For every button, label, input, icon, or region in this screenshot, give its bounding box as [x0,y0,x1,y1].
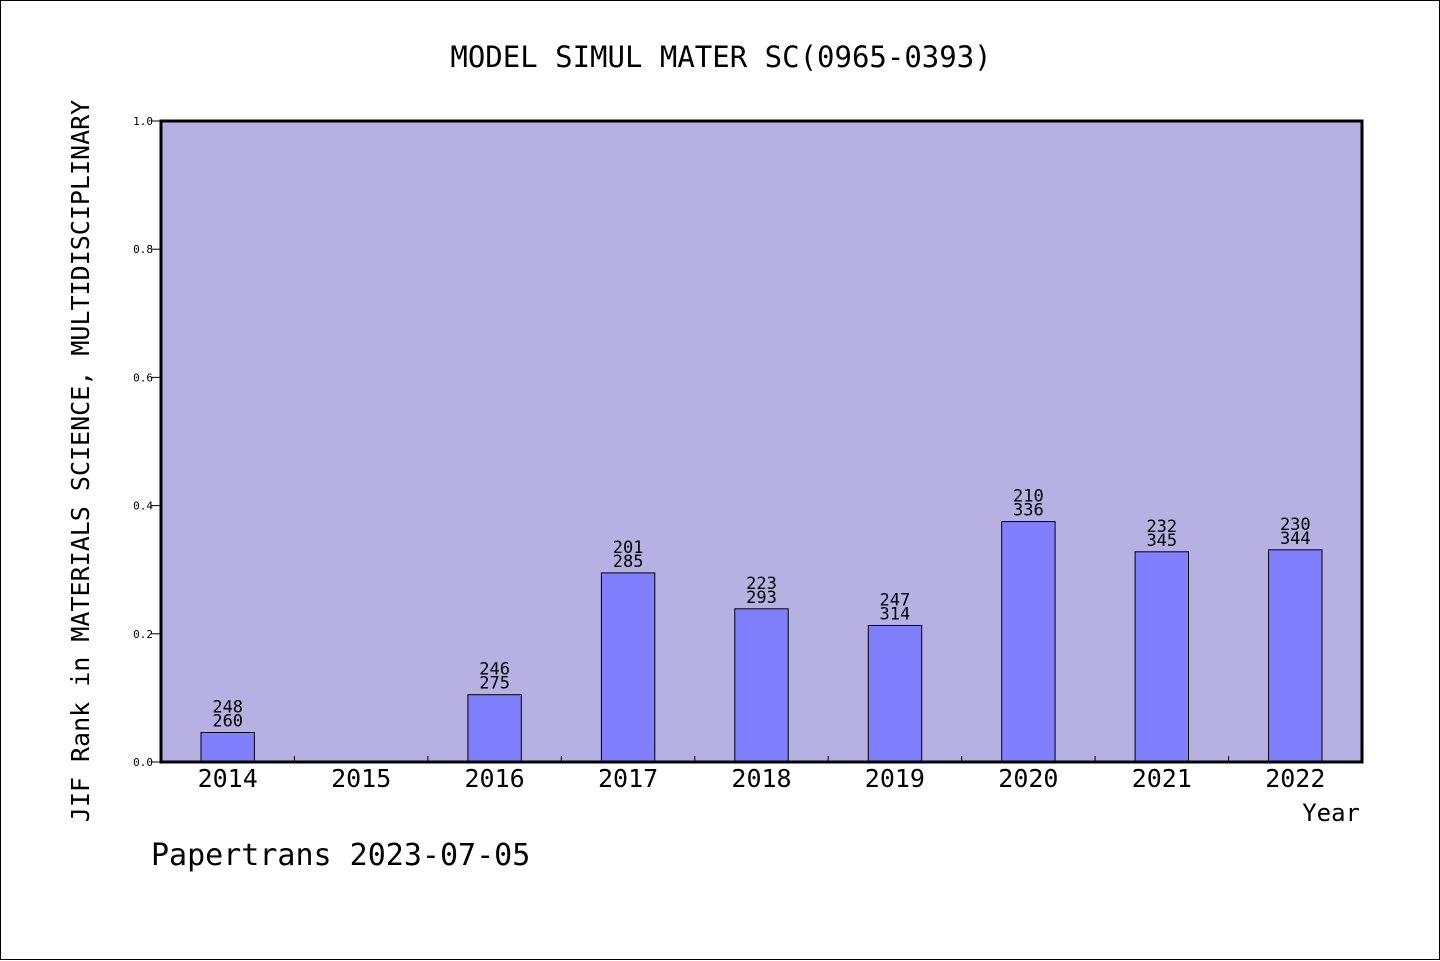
x-tick-label-2021: 2021 [1132,764,1192,793]
plot-border [159,119,1364,764]
rank-label-2022: 230 [1280,515,1311,535]
x-tick-label-2016: 2016 [464,764,524,793]
total-label-2016: 275 [479,674,510,694]
total-label-2014: 260 [212,712,243,732]
x-axis-label: Year [1302,799,1360,827]
y-axis-label: JIF Rank in MATERIALS SCIENCE, MULTIDISC… [66,100,95,822]
rank-label-2019: 247 [880,591,911,611]
y-tick-label-0: 0.0 [133,756,153,769]
rank-label-2018: 223 [746,574,777,594]
x-tick-label-2015: 2015 [331,764,391,793]
bar-2020 [1001,521,1056,763]
bar-2014 [200,732,255,763]
x-tick-label-2020: 2020 [998,764,1058,793]
y-tick-label-1: 0.2 [133,628,153,641]
bar-2017 [600,572,656,763]
y-tick-label-5: 1.0 [133,115,153,128]
rank-label-2017: 201 [613,538,644,558]
rank-label-2021: 232 [1146,517,1177,537]
ticks-group: 2014 2015 2016 2017 2018 2019 2020 2021 2022 0.0 0… [133,115,1325,793]
total-label-2022: 344 [1280,529,1311,549]
x-tick-label-2019: 2019 [865,764,925,793]
rank-label-2020: 210 [1013,487,1044,507]
rank-label-2014: 248 [212,698,243,718]
total-label-2021: 345 [1146,531,1177,551]
x-tick-label-2022: 2022 [1265,764,1325,793]
bar-2021 [1134,551,1189,763]
total-label-2017: 285 [613,552,644,572]
x-tick-label-2018: 2018 [731,764,791,793]
bar-2019 [867,625,923,763]
footer-credit: Papertrans 2023-07-05 [151,838,530,873]
x-tick-label-2017: 2017 [598,764,658,793]
total-label-2020: 336 [1013,501,1044,521]
y-tick-label-3: 0.6 [133,371,153,384]
bar-2018 [734,608,789,763]
total-label-2018: 293 [746,588,777,608]
total-label-2019: 314 [880,605,911,625]
chart-title: MODEL SIMUL MATER SC(0965-0393) [450,40,991,74]
y-tick-label-4: 0.8 [133,243,153,256]
y-tick-label-2: 0.4 [133,500,153,513]
bar-2016 [467,694,522,763]
x-tick-label-2014: 2014 [198,764,258,793]
rank-label-2016: 246 [479,660,510,680]
bar-2022 [1268,549,1323,763]
